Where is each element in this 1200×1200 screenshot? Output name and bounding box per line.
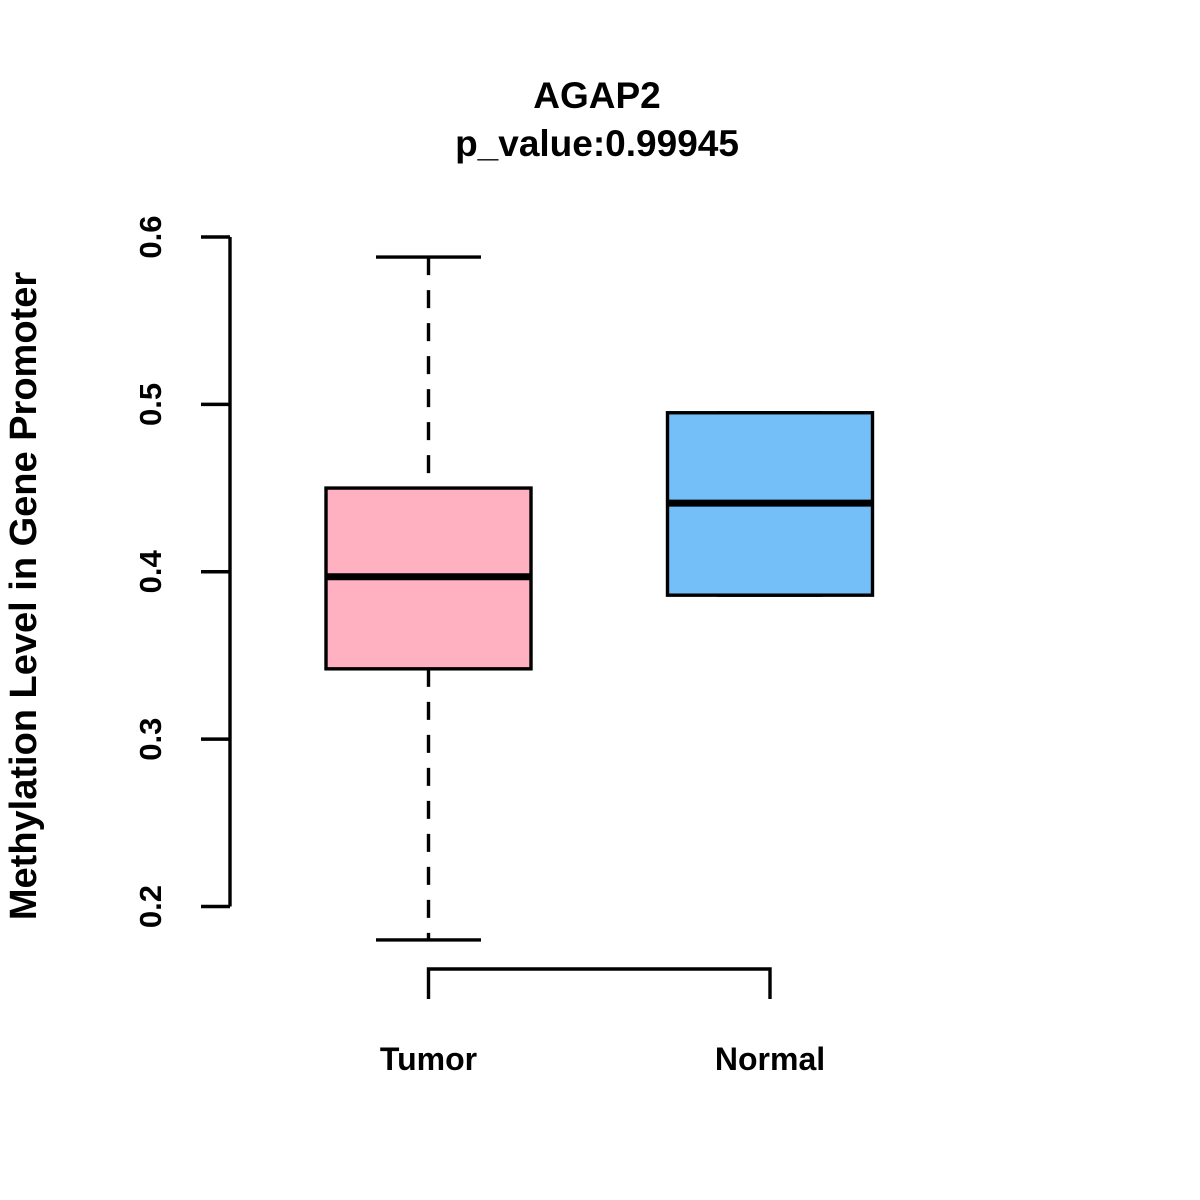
y-tick-label: 0.2 [133, 885, 168, 928]
y-tick-label: 0.6 [133, 215, 168, 258]
y-axis: 0.2 0.3 0.4 0.5 0.6 [133, 215, 232, 928]
x-axis-bracket [426, 967, 772, 999]
box-group-normal [665, 411, 875, 597]
chart-subtitle: p_value:0.99945 [455, 123, 739, 164]
box-series [324, 255, 875, 942]
box-group-tumor [324, 255, 533, 942]
chart-title: AGAP2 [533, 75, 660, 116]
y-tick-label: 0.4 [133, 549, 168, 593]
y-axis-label: Methylation Level in Gene Promoter [3, 272, 45, 920]
x-tick-label-tumor: Tumor [380, 1041, 477, 1077]
y-tick-label: 0.3 [133, 718, 168, 761]
x-axis: Tumor Normal [380, 967, 825, 1077]
x-tick-label-normal: Normal [715, 1041, 825, 1077]
y-tick-label: 0.5 [133, 383, 168, 426]
